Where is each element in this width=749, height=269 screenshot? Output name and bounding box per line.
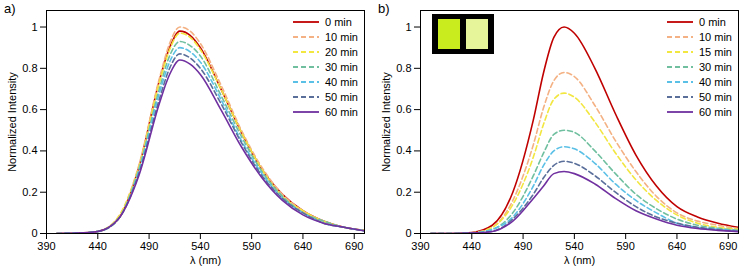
html-text:60 min: 60 min xyxy=(325,105,358,118)
svg-text:690: 690 xyxy=(719,240,737,252)
html-text:a): a) xyxy=(4,1,16,16)
html-text:20 min: 20 min xyxy=(325,45,358,58)
svg-text:0.6: 0.6 xyxy=(22,103,37,115)
svg-text:1: 1 xyxy=(405,21,411,33)
html-text:50 min: 50 min xyxy=(699,90,732,103)
svg-text:0.8: 0.8 xyxy=(396,62,411,74)
svg-text:λ (nm): λ (nm) xyxy=(564,254,595,266)
html-text:15 min: 15 min xyxy=(699,45,732,58)
html-text:40 min: 40 min xyxy=(325,75,358,88)
svg-text:λ (nm): λ (nm) xyxy=(190,254,221,266)
svg-text:390: 390 xyxy=(37,240,55,252)
svg-text:0.2: 0.2 xyxy=(22,186,37,198)
svg-text:Normalized Intensity: Normalized Intensity xyxy=(6,72,18,172)
svg-text:0.4: 0.4 xyxy=(22,144,37,156)
svg-text:490: 490 xyxy=(514,240,532,252)
svg-text:440: 440 xyxy=(463,240,481,252)
svg-text:490: 490 xyxy=(140,240,158,252)
svg-text:590: 590 xyxy=(616,240,634,252)
svg-text:390: 390 xyxy=(411,240,429,252)
svg-text:1: 1 xyxy=(31,21,37,33)
html-text:60 min: 60 min xyxy=(699,105,732,118)
html-text:30 min: 30 min xyxy=(699,60,732,73)
html-text:30 min: 30 min xyxy=(325,60,358,73)
svg-text:690: 690 xyxy=(345,240,363,252)
html-text:50 min: 50 min xyxy=(325,90,358,103)
svg-text:0.4: 0.4 xyxy=(396,144,411,156)
svg-text:0: 0 xyxy=(31,227,37,239)
html-text:40 min: 40 min xyxy=(699,75,732,88)
svg-text:0.6: 0.6 xyxy=(396,103,411,115)
svg-text:640: 640 xyxy=(294,240,312,252)
svg-text:Normalized Intensity: Normalized Intensity xyxy=(380,72,392,172)
html-text:0 min: 0 min xyxy=(699,15,726,28)
html-text:10 min: 10 min xyxy=(325,30,358,43)
svg-text:540: 540 xyxy=(565,240,583,252)
svg-text:540: 540 xyxy=(191,240,209,252)
svg-text:0.2: 0.2 xyxy=(396,186,411,198)
svg-text:0.8: 0.8 xyxy=(22,62,37,74)
svg-text:0: 0 xyxy=(405,227,411,239)
html-text:b): b) xyxy=(378,1,390,16)
svg-text:640: 640 xyxy=(668,240,686,252)
html-text:10 min: 10 min xyxy=(699,30,732,43)
svg-text:590: 590 xyxy=(242,240,260,252)
html-text:0 min: 0 min xyxy=(325,15,352,28)
svg-text:440: 440 xyxy=(89,240,107,252)
